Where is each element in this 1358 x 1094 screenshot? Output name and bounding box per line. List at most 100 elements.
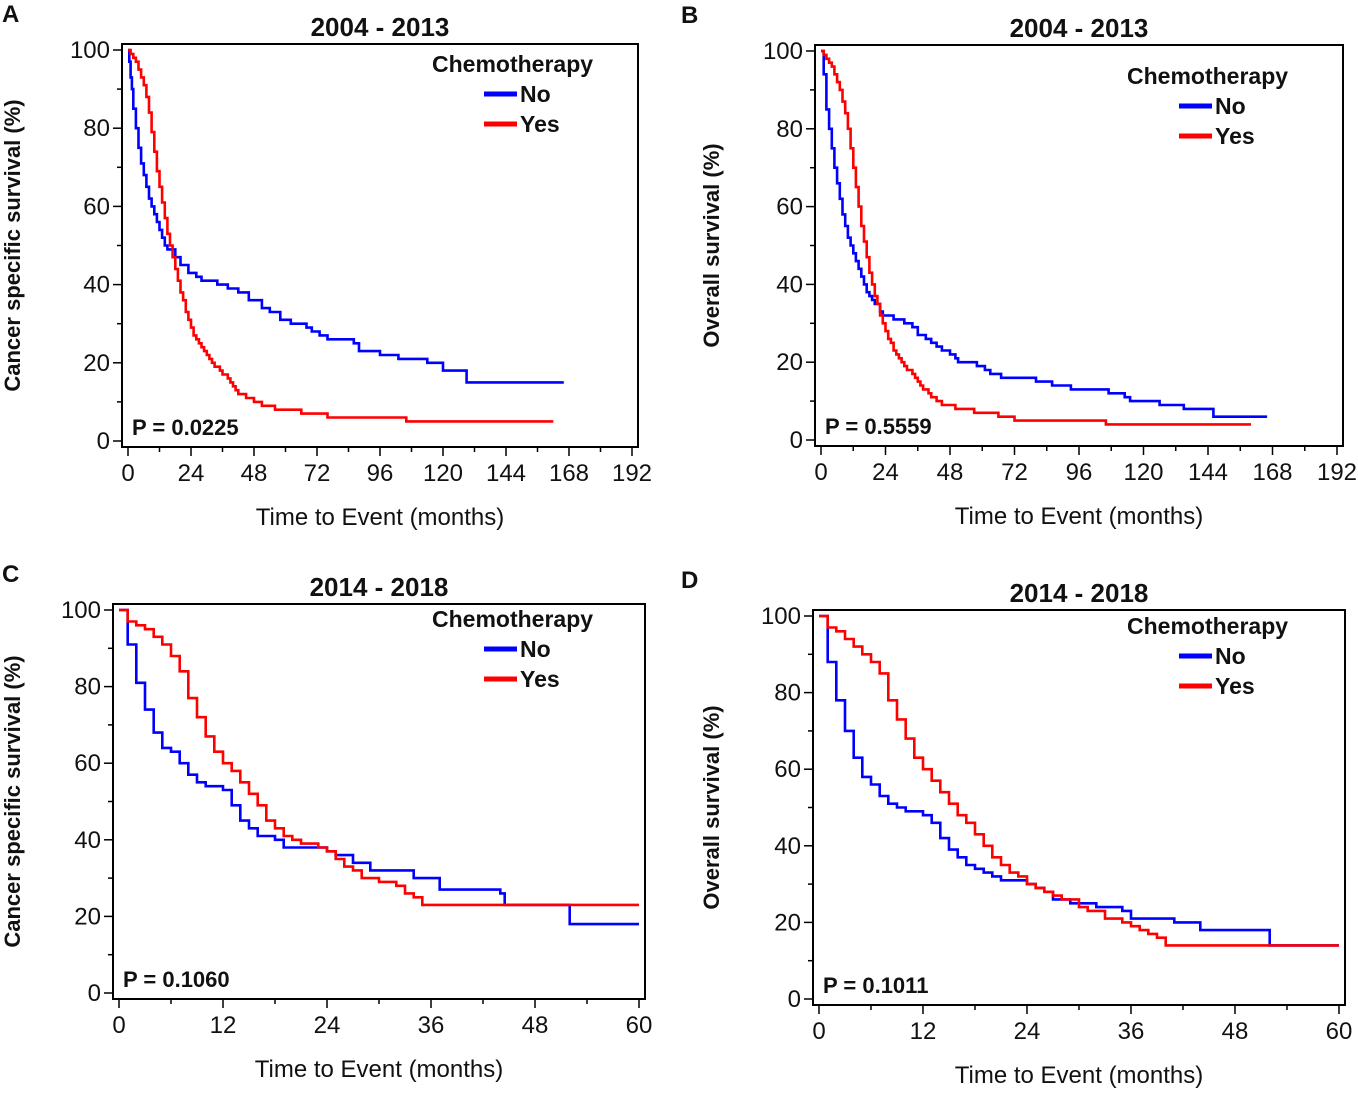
x-tick-label: 60 [626, 1012, 653, 1039]
y-tick-label: 80 [83, 115, 110, 142]
plot-frame [112, 603, 646, 1000]
x-tick-label: 192 [612, 460, 652, 487]
survival-curve-no [128, 48, 564, 384]
legend-label-yes: Yes [1215, 123, 1255, 149]
y-tick-label: 80 [74, 674, 101, 701]
panel-letter: D [681, 567, 698, 594]
y-tick-label: 20 [776, 349, 803, 376]
y-axis-label: Cancer specific survival (%) [0, 99, 25, 391]
y-tick-label: 60 [83, 193, 110, 220]
y-tick-label: 80 [776, 116, 803, 143]
x-tick-label: 72 [304, 460, 331, 487]
x-axis-label: Time to Event (months) [955, 1062, 1204, 1089]
y-tick-label: 100 [70, 37, 110, 64]
x-tick-label: 168 [549, 460, 589, 487]
x-axis-label: Time to Event (months) [255, 1056, 504, 1083]
x-tick-label: 0 [814, 459, 827, 486]
x-tick-label: 48 [522, 1012, 549, 1039]
x-tick-label: 48 [1222, 1018, 1249, 1045]
chart-title: 2004 - 2013 [1010, 13, 1149, 43]
chart-title: 2014 - 2018 [1010, 578, 1149, 608]
legend-label-yes: Yes [520, 666, 560, 692]
y-tick-label: 20 [74, 903, 101, 930]
x-axis-label: Time to Event (months) [256, 504, 505, 531]
survival-curve-yes [119, 608, 639, 907]
plot-frame [121, 43, 639, 448]
legend-title: Chemotherapy [432, 606, 593, 632]
y-axis-label: Overall survival (%) [699, 143, 724, 347]
x-tick-label: 12 [210, 1012, 237, 1039]
x-tick-label: 36 [1118, 1018, 1145, 1045]
x-tick-label: 0 [812, 1018, 825, 1045]
y-tick-label: 40 [776, 271, 803, 298]
x-axis-label: Time to Event (months) [955, 503, 1204, 530]
x-tick-label: 144 [1188, 459, 1228, 486]
legend-label-yes: Yes [1215, 673, 1255, 699]
y-tick-label: 60 [776, 194, 803, 221]
x-tick-label: 72 [1001, 459, 1028, 486]
legend-label-no: No [520, 636, 551, 662]
legend-label-yes: Yes [520, 111, 560, 137]
survival-curve-no [119, 608, 639, 926]
chart-panel-b: B 2004 - 2013 0 24 48 72 96 120 144 168 192 0 20 40 60… [681, 2, 1357, 530]
x-tick-label: 24 [1014, 1018, 1041, 1045]
x-tick-label: 24 [314, 1012, 341, 1039]
x-tick-label: 96 [1066, 459, 1093, 486]
y-tick-label: 100 [61, 597, 101, 624]
y-tick-label: 60 [774, 756, 801, 783]
chart-title: 2014 - 2018 [310, 572, 449, 602]
x-tick-label: 48 [241, 460, 268, 487]
y-tick-label: 0 [790, 427, 803, 454]
legend-title: Chemotherapy [432, 51, 593, 77]
p-value: P = 0.1011 [823, 973, 928, 998]
y-tick-label: 40 [74, 827, 101, 854]
legend-title: Chemotherapy [1127, 613, 1288, 639]
y-tick-label: 20 [83, 350, 110, 377]
y-tick-label: 0 [97, 428, 110, 455]
p-value: P = 0.1060 [123, 967, 230, 992]
x-tick-label: 192 [1317, 459, 1357, 486]
y-axis-label: Cancer specific survival (%) [0, 655, 25, 947]
y-tick-label: 80 [774, 680, 801, 707]
x-tick-label: 120 [1123, 459, 1163, 486]
chart-panel-a: A 2004 - 2013 0 24 48 72 96 120 144 168 192 0 20 40 60… [0, 1, 652, 531]
y-axis-label: Overall survival (%) [699, 705, 724, 909]
x-tick-label: 120 [423, 460, 463, 487]
legend-label-no: No [1215, 643, 1246, 669]
y-tick-label: 20 [774, 909, 801, 936]
x-tick-label: 96 [367, 460, 394, 487]
x-tick-label: 36 [418, 1012, 445, 1039]
legend-label-no: No [520, 81, 551, 107]
panel-letter: C [2, 561, 19, 588]
x-tick-label: 48 [937, 459, 964, 486]
x-tick-label: 168 [1252, 459, 1292, 486]
y-tick-label: 40 [774, 833, 801, 860]
chart-panel-c: C 2014 - 2018 0 12 24 36 48 60 0 20 40 60 80 100 Time … [0, 561, 653, 1083]
survival-curve-yes [821, 49, 1251, 426]
p-value: P = 0.5559 [825, 414, 932, 439]
x-tick-label: 24 [178, 460, 205, 487]
panel-letter: B [681, 2, 698, 29]
y-tick-label: 0 [788, 986, 801, 1013]
y-tick-label: 40 [83, 272, 110, 299]
y-tick-label: 60 [74, 750, 101, 777]
survival-curve-no [819, 614, 1339, 947]
y-tick-label: 100 [763, 38, 803, 65]
p-value: P = 0.0225 [132, 415, 239, 440]
survival-curve-yes [128, 48, 554, 423]
x-tick-label: 144 [486, 460, 526, 487]
chart-panel-d: D 2014 - 2018 0 12 24 36 48 60 0 20 40 60 80 100 Time … [681, 567, 1353, 1089]
x-tick-label: 0 [112, 1012, 125, 1039]
x-tick-label: 24 [872, 459, 899, 486]
legend-label-no: No [1215, 93, 1246, 119]
panel-letter: A [2, 1, 19, 28]
x-tick-label: 12 [910, 1018, 937, 1045]
x-tick-label: 60 [1326, 1018, 1353, 1045]
x-tick-label: 0 [121, 460, 134, 487]
plot-frame [814, 44, 1344, 447]
survival-curve-no [821, 49, 1268, 418]
y-tick-label: 0 [88, 980, 101, 1007]
chart-title: 2004 - 2013 [311, 12, 450, 42]
y-tick-label: 100 [761, 603, 801, 630]
survival-curve-yes [819, 614, 1339, 947]
